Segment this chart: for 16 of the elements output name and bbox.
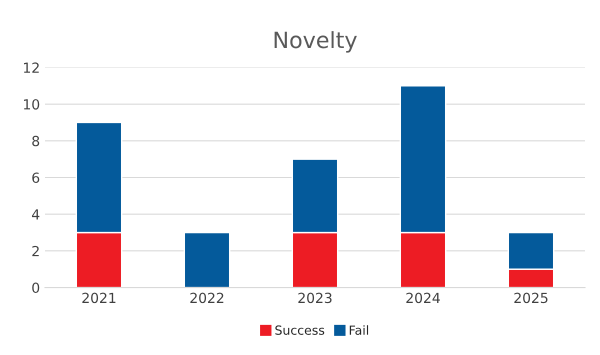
x-tick-label: 2022 (190, 292, 224, 304)
y-tick-label: 8 (32, 136, 40, 146)
y-tick-label: 2 (32, 246, 39, 256)
bar (184, 232, 230, 288)
y-tick-label: 6 (32, 172, 40, 183)
x-tick-label: 2021 (82, 292, 116, 304)
x-tick-label: 2024 (406, 292, 440, 304)
legend-label: Success (275, 325, 324, 335)
y-tick-label: 12 (24, 62, 39, 73)
x-tick-label: 2025 (514, 292, 548, 304)
y-tick-label: 10 (24, 99, 40, 110)
y-tick-label: 4 (32, 209, 40, 220)
y-tick-label: 0 (32, 282, 40, 294)
legend-label: Fail (350, 325, 368, 335)
x-tick-label: 2023 (298, 292, 332, 304)
chart-title: Novelty (274, 31, 357, 53)
